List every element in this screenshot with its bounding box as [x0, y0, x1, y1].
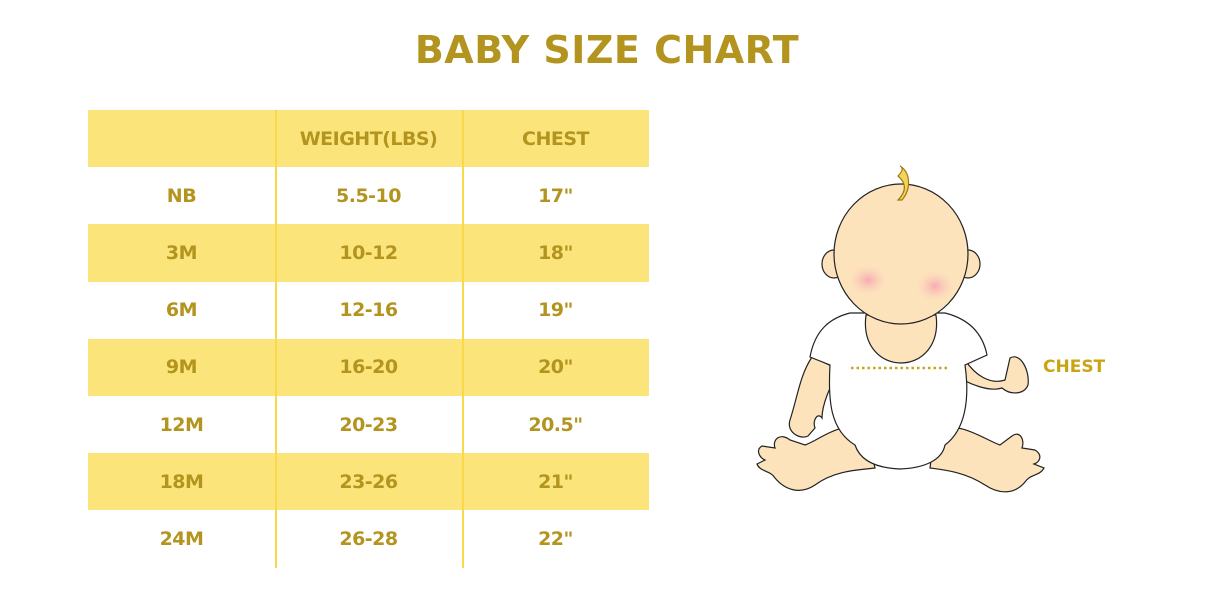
chest-cell: 19": [538, 299, 573, 322]
chest-cell: 18": [538, 241, 573, 264]
hair-tuft: [896, 165, 910, 201]
table-row: 6M 12-16 19": [88, 282, 649, 339]
weight-cell: 10-12: [339, 241, 398, 264]
size-cell: 3M: [165, 241, 198, 264]
column-divider: [462, 110, 464, 568]
weight-cell: 26-28: [339, 527, 398, 550]
right-cheek: [913, 268, 957, 304]
size-cell: 6M: [165, 299, 198, 322]
chest-cell: 20.5": [528, 413, 583, 436]
size-cell: 18M: [159, 470, 204, 493]
right-arm: [954, 356, 1029, 394]
header-cell-chest: CHEST: [522, 127, 589, 150]
weight-cell: 20-23: [339, 413, 398, 436]
size-cell: NB: [166, 184, 197, 207]
column-divider: [275, 110, 277, 568]
weight-cell: 23-26: [339, 470, 398, 493]
page-title: BABY SIZE CHART: [414, 28, 800, 72]
table-row: 24M 26-28 22": [88, 510, 649, 567]
table-header-row: WEIGHT(LBS) CHEST: [88, 110, 649, 168]
chest-cell: 22": [538, 527, 573, 550]
right-leg: [929, 426, 1045, 493]
size-table: WEIGHT(LBS) CHEST NB 5.5-10 17" 3M 10-12…: [88, 110, 649, 568]
chest-cell: 21": [538, 470, 573, 493]
table-row: 12M 20-23 20.5": [88, 396, 649, 453]
head: [833, 183, 969, 325]
table-row: 18M 23-26 21": [88, 453, 649, 511]
size-cell: 9M: [165, 356, 198, 379]
size-cell: 12M: [159, 413, 204, 436]
chest-cell: 17": [538, 184, 573, 207]
left-arm: [788, 356, 841, 438]
left-cheek: [846, 262, 890, 298]
table-row: 3M 10-12 18": [88, 224, 649, 282]
left-leg: [756, 426, 876, 491]
size-cell: 24M: [159, 527, 204, 550]
weight-cell: 5.5-10: [336, 184, 401, 207]
chest-label: CHEST: [1043, 357, 1106, 377]
table-row: 9M 16-20 20": [88, 338, 649, 396]
onesie: [809, 312, 988, 470]
weight-cell: 16-20: [339, 356, 398, 379]
chest-cell: 20": [538, 356, 573, 379]
neck: [864, 314, 938, 364]
header-cell-weight: WEIGHT(LBS): [299, 127, 438, 150]
table-row: NB 5.5-10 17": [88, 167, 649, 224]
weight-cell: 12-16: [339, 299, 398, 322]
